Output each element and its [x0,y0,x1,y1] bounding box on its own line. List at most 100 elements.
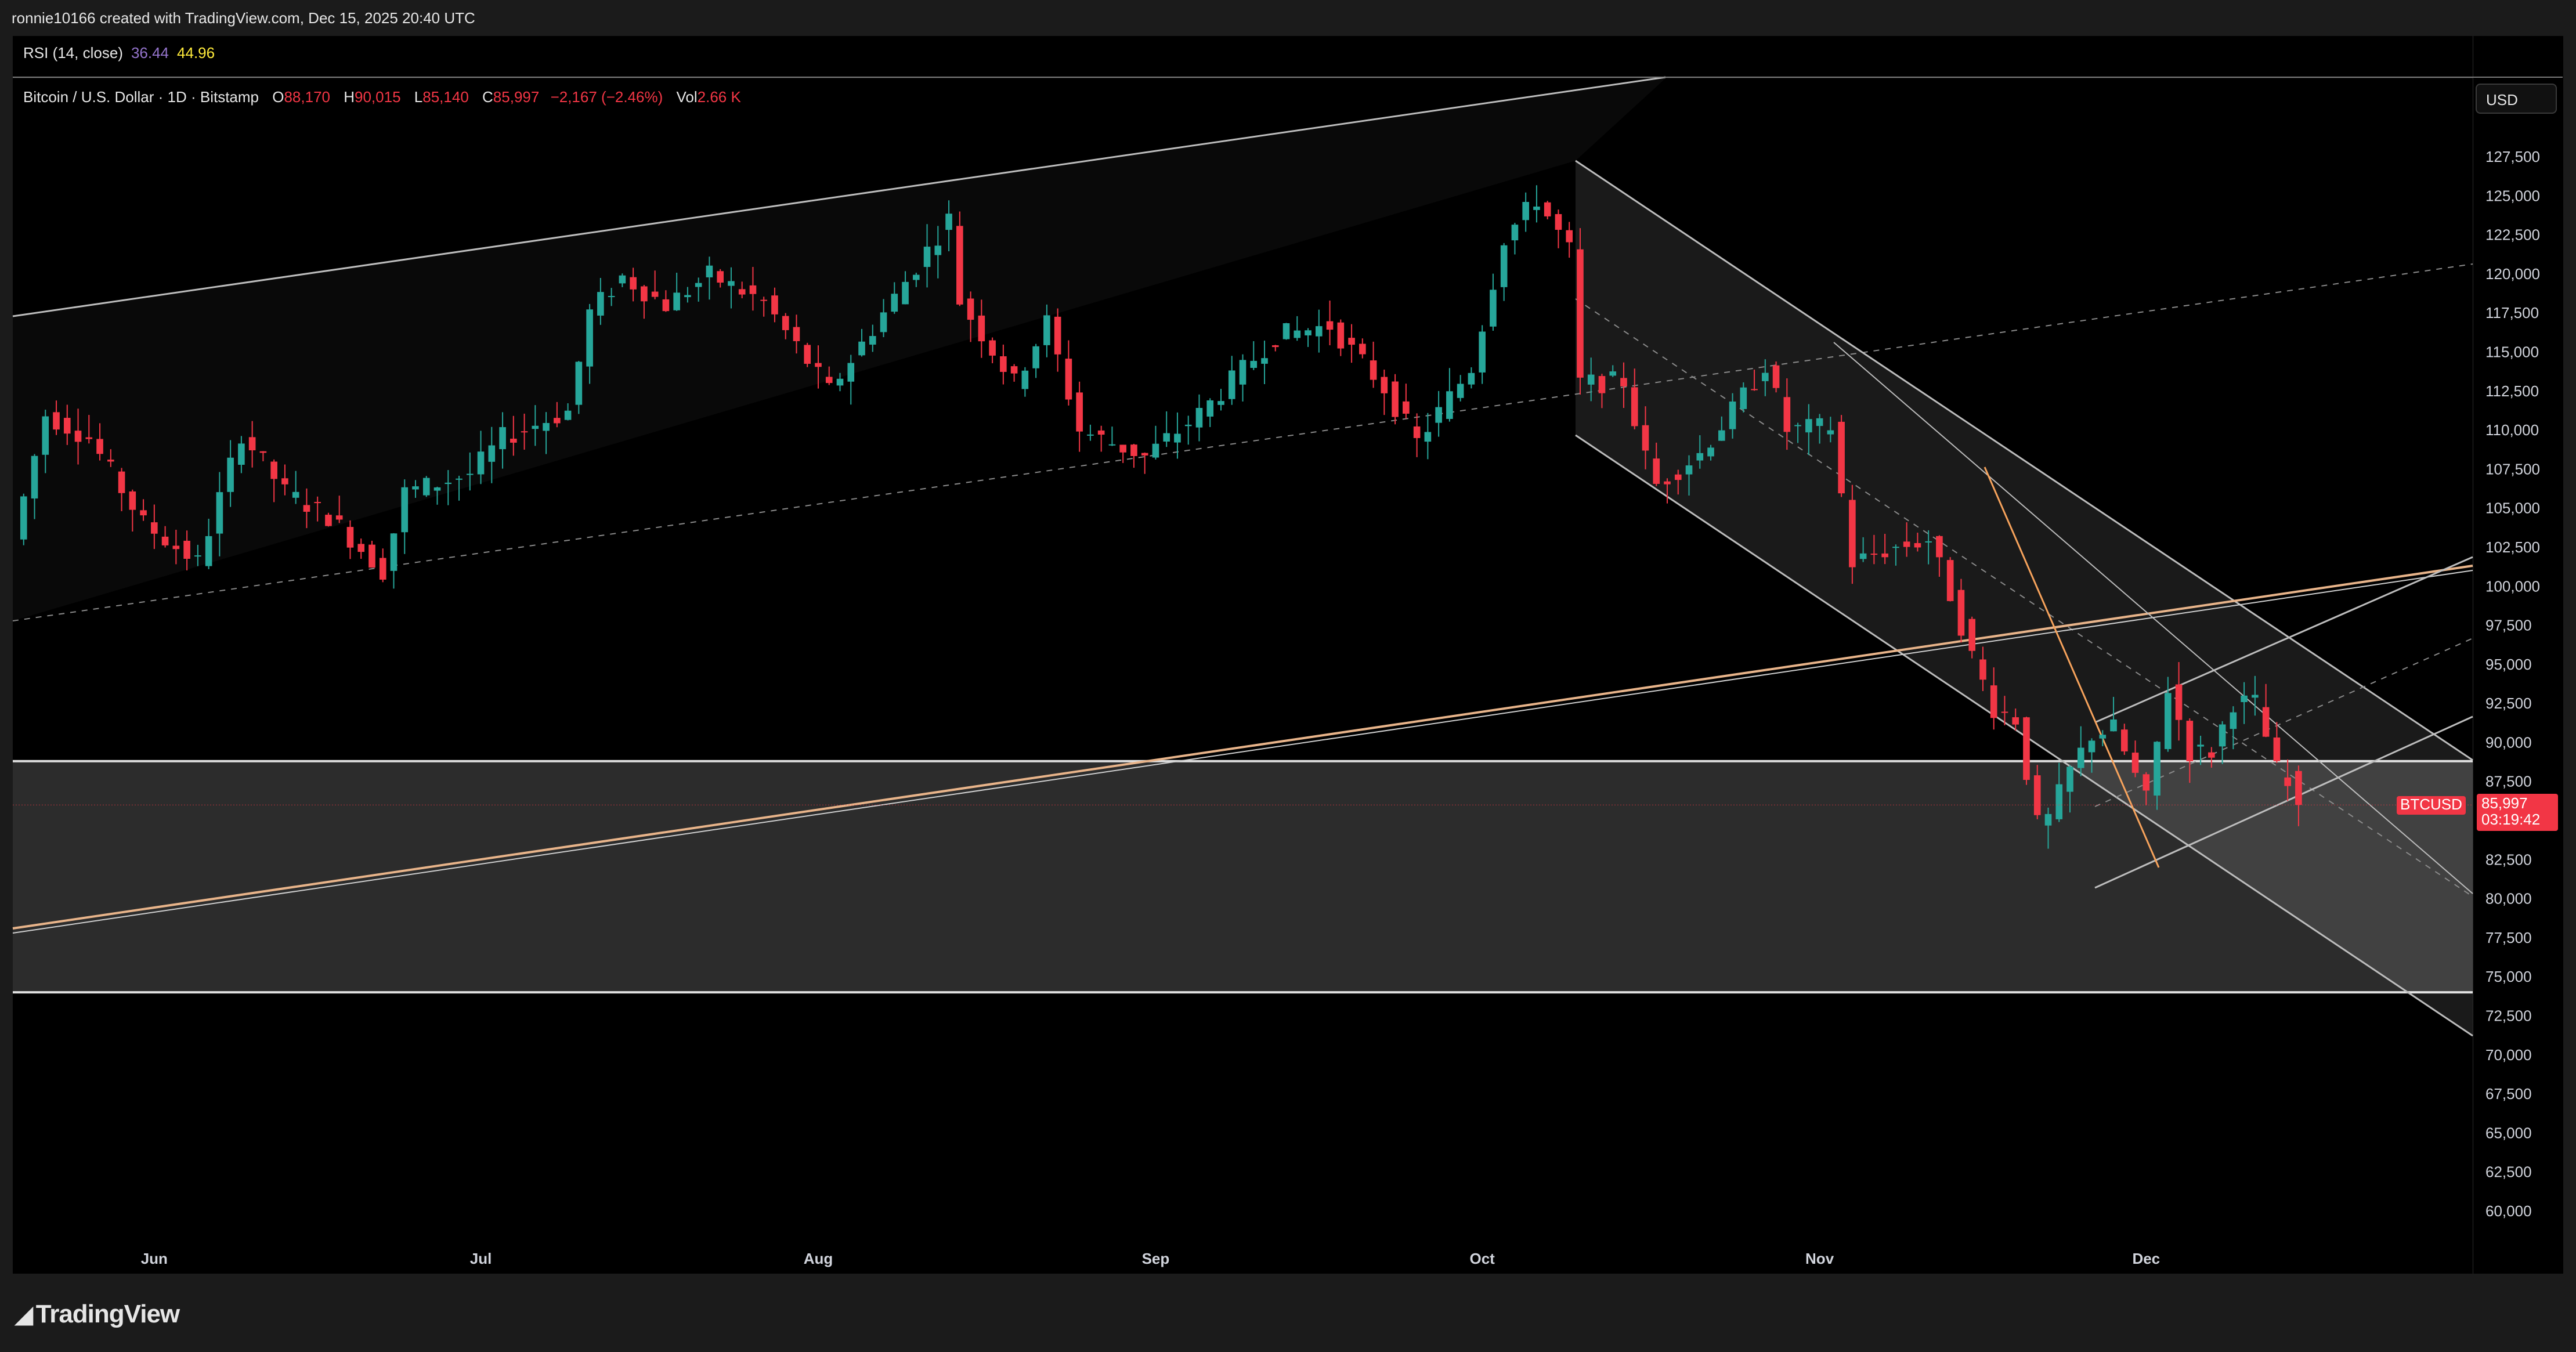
candle-body [554,418,561,424]
candle-body [238,443,245,465]
candle-body [1511,225,1519,241]
candle-body [2143,774,2150,791]
candle-body [172,545,180,550]
candle-body [151,522,158,534]
candle-body [2110,719,2117,732]
candle-body [1239,360,1247,385]
candle-body [804,345,811,364]
candle-body [1446,391,1453,419]
price-axis[interactable] [2473,36,2563,1274]
candle-body [1021,370,1029,389]
symbol-legend[interactable]: Bitcoin / U.S. Dollar · 1D · Bitstamp O8… [23,88,741,106]
candle-body [1305,330,1312,335]
candle-body [1087,434,1094,436]
candle-body [2219,724,2226,747]
candle-body [1718,430,1725,441]
candle-body [1076,392,1083,432]
currency-button[interactable]: USD [2476,84,2557,114]
candle-body [2175,684,2183,720]
x-tick-label: Oct [1469,1250,1495,1267]
y-tick-label: 125,000 [2485,187,2540,204]
candle-body [2120,729,2128,751]
candle-body [1271,345,1279,348]
small-channel-bottom [2094,715,2473,889]
candle-body [456,478,463,480]
candle-body [1490,290,1497,327]
candle-body [880,312,887,332]
high-value: 90,015 [355,88,401,106]
attribution-text: ronnie10166 created with TradingView.com… [12,9,475,27]
candle-body [1261,358,1268,364]
high-label: H [344,88,355,106]
candle-body [1097,430,1105,435]
candle-body [2055,784,2063,819]
candle-body [1946,560,1954,601]
candle-body [1674,474,1682,480]
rsi-pane [13,36,2473,77]
candle-body [63,418,71,434]
bar-countdown: 03:19:42 [2481,811,2541,828]
candle-body [1359,344,1366,355]
y-tick-label: 105,000 [2485,500,2540,517]
candle-body [956,226,963,305]
x-tick-label: Jun [141,1250,168,1267]
rsi-legend[interactable]: RSI (14, close) 36.44 44.96 [23,44,215,62]
candle-body [532,425,539,429]
candle-body [1032,346,1039,368]
candle-body [1294,330,1301,338]
candle-body [858,341,865,356]
candle-body [1206,400,1214,417]
candle-body [466,473,474,475]
candle-body [760,299,768,301]
y-tick-label: 110,000 [2485,421,2539,439]
candle-body [1054,316,1061,355]
y-tick-label: 67,500 [2485,1085,2532,1102]
candle-body [1544,202,1551,216]
candle-body [390,533,398,571]
candle-body [2023,717,2030,780]
candle-body [74,431,82,442]
candle-body [510,438,517,443]
rsi-value-2: 44.96 [177,44,215,62]
y-tick-label: 77,500 [2485,929,2532,946]
candle-body [161,536,169,545]
candle-body [2230,712,2237,729]
candle-body [1010,366,1018,374]
candle-body [564,410,572,420]
candle-body [42,416,49,455]
y-tick-label: 117,500 [2485,304,2539,321]
candle-body [1381,377,1388,393]
last-price-tag: 85,997 03:19:42 [2477,794,2558,831]
candle-body [934,245,942,255]
y-tick-label: 82,500 [2485,851,2532,868]
candle-body [1163,433,1170,442]
candle-body [357,544,365,552]
candle-body [1522,202,1529,220]
change-value: −2,167 (−2.46%) [550,88,663,106]
candle-body [1957,590,1965,636]
support-zone [13,761,2473,993]
price-pane[interactable] [13,78,2473,1274]
candle-body [597,292,604,316]
candle-body [1217,401,1224,405]
open-value: 88,170 [284,88,330,106]
candle-body [1195,408,1203,428]
candle-body [1729,402,1736,429]
candle-body [2099,735,2107,739]
candle-body [259,451,267,453]
tradingview-logo[interactable]: ◢ TradingView [15,1300,180,1329]
candle-body [118,471,125,493]
low-label: L [414,88,423,106]
candle-body [1859,553,1867,559]
candle-body [1936,536,1943,558]
candle-body [205,536,212,566]
candle-body [1184,424,1192,426]
y-tick-label: 122,500 [2485,226,2540,244]
candle-body [1620,378,1627,386]
candle-body [1130,444,1137,456]
candle-body [1043,315,1050,345]
candle-body [1587,374,1595,385]
candle-body [793,327,800,341]
symbol-name: Bitcoin / U.S. Dollar · 1D · Bitstamp [23,88,259,106]
